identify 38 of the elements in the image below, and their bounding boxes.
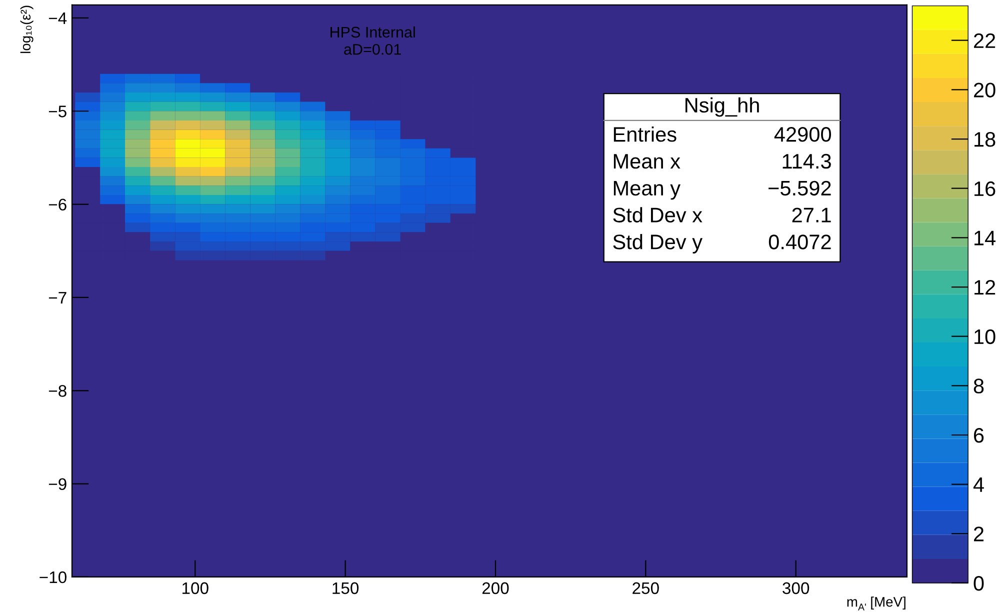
color-bar-label: 16: [974, 181, 996, 196]
color-bar-label: 20: [974, 82, 996, 98]
color-bar-label: 6: [974, 428, 984, 443]
y-tick-label: −10: [40, 571, 66, 584]
color-bar-label: 0: [974, 576, 984, 591]
annotation: 42900: [774, 127, 832, 142]
annotation: 27.1: [792, 208, 831, 222]
y-tick-label: −4: [48, 12, 67, 24]
annotation: −5.592: [768, 180, 831, 196]
color-bar-label: 18: [974, 132, 996, 147]
color-bar-label: 14: [974, 230, 996, 246]
annotation: HPS Internal: [330, 26, 415, 38]
y-tick-label: −9: [48, 478, 66, 490]
color-bar-label: 10: [974, 329, 996, 344]
color-bar-label: 12: [974, 280, 996, 295]
annotation: Std Dev y: [613, 234, 702, 254]
annotation: Nsig_hh: [686, 97, 759, 117]
y-tick-label: −7: [48, 292, 66, 304]
x-tick-label: 100: [182, 582, 208, 594]
color-bar-label: 8: [974, 378, 984, 394]
y-tick-label: −8: [48, 385, 66, 397]
y-tick-label: −5: [48, 106, 66, 118]
color-bar-label: 2: [974, 526, 984, 542]
annotation: Mean y: [614, 181, 680, 200]
x-tick-label: 200: [482, 582, 509, 594]
x-tick-label: 250: [632, 582, 659, 594]
annotation: aD=0.01: [344, 44, 401, 55]
color-bar-label: 22: [974, 33, 996, 48]
annotation: Entries: [614, 126, 676, 142]
annotation: 0.4072: [768, 234, 831, 250]
annotation: Std Dev x: [613, 207, 702, 222]
x-tick-label: 150: [332, 582, 359, 594]
x-tick-label: 300: [782, 582, 810, 594]
y-tick-label: −6: [48, 198, 66, 210]
annotation: Mean x: [614, 154, 680, 169]
color-bar-label: 4: [973, 478, 984, 492]
y-axis-title: log₁₀(ε²): [20, 6, 34, 54]
annotation: 114.3: [782, 154, 831, 169]
